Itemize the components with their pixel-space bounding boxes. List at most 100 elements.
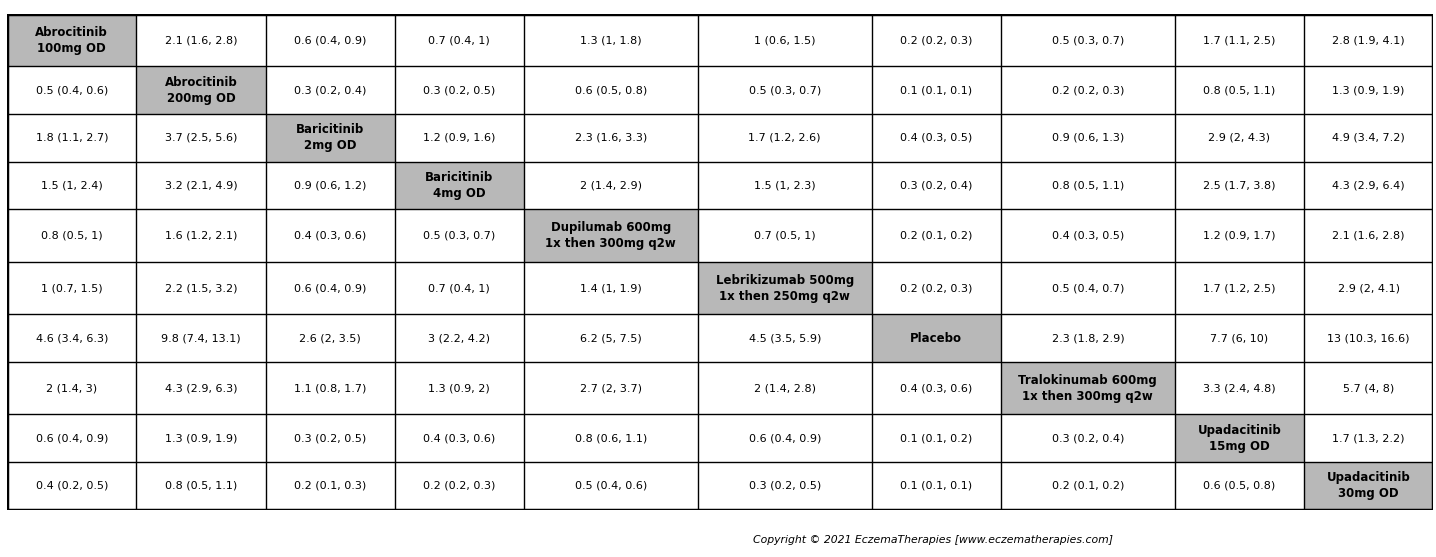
Text: 4.3 (2.9, 6.4): 4.3 (2.9, 6.4) xyxy=(1333,180,1404,190)
Text: 7.7 (6, 10): 7.7 (6, 10) xyxy=(1211,333,1268,343)
Bar xyxy=(872,414,1001,462)
Text: 0.3 (0.2, 0.5): 0.3 (0.2, 0.5) xyxy=(424,85,495,95)
Text: 1.2 (0.9, 1.6): 1.2 (0.9, 1.6) xyxy=(424,133,495,143)
Bar xyxy=(266,114,395,162)
Bar xyxy=(872,462,1001,510)
Bar xyxy=(1001,66,1175,114)
Text: 4.5 (3.5, 5.9): 4.5 (3.5, 5.9) xyxy=(748,333,821,343)
Bar xyxy=(872,314,1001,362)
Bar xyxy=(524,209,698,262)
Text: 0.8 (0.5, 1): 0.8 (0.5, 1) xyxy=(42,231,102,241)
Text: 0.4 (0.3, 0.6): 0.4 (0.3, 0.6) xyxy=(294,231,366,241)
Text: 2.9 (2, 4.1): 2.9 (2, 4.1) xyxy=(1337,283,1400,293)
Text: 1.5 (1, 2.3): 1.5 (1, 2.3) xyxy=(754,180,816,190)
Text: 2.6 (2, 3.5): 2.6 (2, 3.5) xyxy=(299,333,360,343)
Text: 4.9 (3.4, 7.2): 4.9 (3.4, 7.2) xyxy=(1333,133,1404,143)
Bar xyxy=(872,262,1001,314)
Text: 2.7 (2, 3.7): 2.7 (2, 3.7) xyxy=(580,383,642,393)
Bar xyxy=(698,66,872,114)
Text: 0.9 (0.6, 1.3): 0.9 (0.6, 1.3) xyxy=(1051,133,1124,143)
Text: 0.2 (0.2, 0.3): 0.2 (0.2, 0.3) xyxy=(424,481,495,491)
Text: 4.6 (3.4, 6.3): 4.6 (3.4, 6.3) xyxy=(36,333,108,343)
Text: 0.1 (0.1, 0.1): 0.1 (0.1, 0.1) xyxy=(900,85,972,95)
Text: 0.3 (0.2, 0.4): 0.3 (0.2, 0.4) xyxy=(294,85,366,95)
Bar xyxy=(7,462,136,510)
Text: 2.3 (1.8, 2.9): 2.3 (1.8, 2.9) xyxy=(1051,333,1124,343)
Text: 5.7 (4, 8): 5.7 (4, 8) xyxy=(1343,383,1394,393)
Text: Abrocitinib
200mg OD: Abrocitinib 200mg OD xyxy=(165,76,237,105)
Text: 0.2 (0.1, 0.2): 0.2 (0.1, 0.2) xyxy=(1051,481,1124,491)
Text: Baricitinib
2mg OD: Baricitinib 2mg OD xyxy=(296,123,365,153)
Text: 0.3 (0.2, 0.4): 0.3 (0.2, 0.4) xyxy=(1051,433,1124,443)
Bar xyxy=(1175,162,1304,209)
Bar xyxy=(524,262,698,314)
Bar xyxy=(266,362,395,414)
Bar xyxy=(1001,262,1175,314)
Text: 1.3 (0.9, 2): 1.3 (0.9, 2) xyxy=(428,383,490,393)
Bar xyxy=(1175,114,1304,162)
Bar xyxy=(395,114,524,162)
Bar xyxy=(266,414,395,462)
Text: Copyright © 2021 EczemaTherapies [www.eczematherapies.com]: Copyright © 2021 EczemaTherapies [www.ec… xyxy=(754,535,1113,545)
Bar xyxy=(7,262,136,314)
Bar xyxy=(395,66,524,114)
Bar xyxy=(1001,462,1175,510)
Text: 1 (0.7, 1.5): 1 (0.7, 1.5) xyxy=(42,283,102,293)
Bar xyxy=(136,362,266,414)
Bar xyxy=(524,66,698,114)
Bar xyxy=(136,462,266,510)
Text: 1.2 (0.9, 1.7): 1.2 (0.9, 1.7) xyxy=(1203,231,1275,241)
Text: 1.3 (0.9, 1.9): 1.3 (0.9, 1.9) xyxy=(165,433,237,443)
Bar xyxy=(872,209,1001,262)
Bar xyxy=(7,66,136,114)
Bar xyxy=(1175,414,1304,462)
Text: 1.5 (1, 2.4): 1.5 (1, 2.4) xyxy=(40,180,102,190)
Bar xyxy=(1304,262,1433,314)
Text: 0.2 (0.2, 0.3): 0.2 (0.2, 0.3) xyxy=(900,283,972,293)
Text: 2.3 (1.6, 3.3): 2.3 (1.6, 3.3) xyxy=(574,133,648,143)
Bar xyxy=(1001,162,1175,209)
Text: 2.1 (1.6, 2.8): 2.1 (1.6, 2.8) xyxy=(1333,231,1404,241)
Text: Upadacitinib
30mg OD: Upadacitinib 30mg OD xyxy=(1327,471,1410,500)
Bar xyxy=(7,209,136,262)
Bar xyxy=(136,14,266,66)
Text: 2.5 (1.7, 3.8): 2.5 (1.7, 3.8) xyxy=(1203,180,1275,190)
Bar xyxy=(136,262,266,314)
Text: 0.1 (0.1, 0.1): 0.1 (0.1, 0.1) xyxy=(900,481,972,491)
Text: 1 (0.6, 1.5): 1 (0.6, 1.5) xyxy=(754,35,816,45)
Text: 0.5 (0.3, 0.7): 0.5 (0.3, 0.7) xyxy=(1051,35,1124,45)
Text: 0.4 (0.2, 0.5): 0.4 (0.2, 0.5) xyxy=(36,481,108,491)
Text: Lebrikizumab 500mg
1x then 250mg q2w: Lebrikizumab 500mg 1x then 250mg q2w xyxy=(715,273,854,302)
Text: 0.2 (0.1, 0.2): 0.2 (0.1, 0.2) xyxy=(900,231,972,241)
Bar xyxy=(7,162,136,209)
Bar xyxy=(395,262,524,314)
Bar xyxy=(1175,462,1304,510)
Text: 0.6 (0.5, 0.8): 0.6 (0.5, 0.8) xyxy=(1203,481,1275,491)
Text: 1.4 (1, 1.9): 1.4 (1, 1.9) xyxy=(580,283,642,293)
Text: 1.8 (1.1, 2.7): 1.8 (1.1, 2.7) xyxy=(36,133,108,143)
Text: 1.3 (1, 1.8): 1.3 (1, 1.8) xyxy=(580,35,642,45)
Text: 0.4 (0.3, 0.5): 0.4 (0.3, 0.5) xyxy=(900,133,972,143)
Bar xyxy=(1001,362,1175,414)
Text: 0.1 (0.1, 0.2): 0.1 (0.1, 0.2) xyxy=(900,433,972,443)
Bar xyxy=(1304,462,1433,510)
Bar xyxy=(1001,14,1175,66)
Text: Dupilumab 600mg
1x then 300mg q2w: Dupilumab 600mg 1x then 300mg q2w xyxy=(546,221,676,250)
Bar xyxy=(1001,114,1175,162)
Text: 0.2 (0.1, 0.3): 0.2 (0.1, 0.3) xyxy=(294,481,366,491)
Text: 0.6 (0.5, 0.8): 0.6 (0.5, 0.8) xyxy=(574,85,648,95)
Bar xyxy=(1175,262,1304,314)
Bar xyxy=(7,362,136,414)
Bar xyxy=(698,114,872,162)
Text: 0.2 (0.2, 0.3): 0.2 (0.2, 0.3) xyxy=(900,35,972,45)
Bar xyxy=(7,314,136,362)
Text: Abrocitinib
100mg OD: Abrocitinib 100mg OD xyxy=(36,26,108,55)
Bar xyxy=(1175,14,1304,66)
Bar xyxy=(1001,414,1175,462)
Bar xyxy=(698,462,872,510)
Text: 3 (2.2, 4.2): 3 (2.2, 4.2) xyxy=(428,333,490,343)
Text: 2.2 (1.5, 3.2): 2.2 (1.5, 3.2) xyxy=(165,283,237,293)
Bar xyxy=(395,209,524,262)
Bar xyxy=(136,66,266,114)
Bar xyxy=(872,162,1001,209)
